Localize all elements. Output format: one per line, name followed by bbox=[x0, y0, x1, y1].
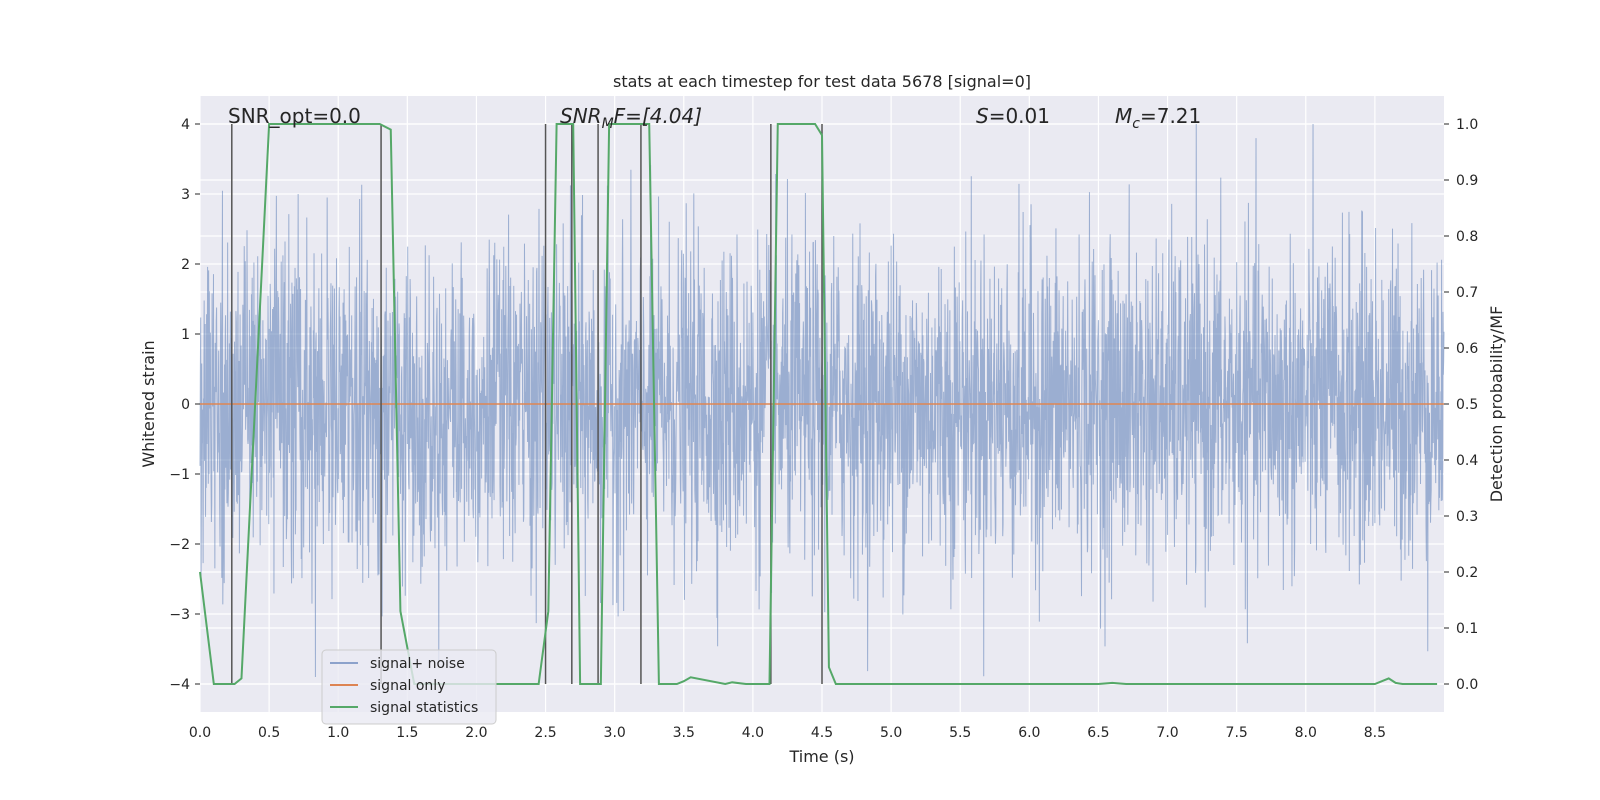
x-tick-label: 4.0 bbox=[742, 725, 764, 741]
y-tick-label: 0 bbox=[181, 397, 190, 413]
y-right-tick-label: 0.7 bbox=[1456, 285, 1478, 301]
y-tick-label: −2 bbox=[169, 537, 190, 553]
y-right-tick-labels: 0.0 0.1 0.2 0.3 0.4 0.5 0.6 0.7 0.8 0.9 1.0 bbox=[1444, 117, 1478, 693]
y-axis-label: Whitened strain bbox=[139, 340, 158, 467]
y-tick-label: 3 bbox=[181, 187, 190, 203]
y-tick-label: −4 bbox=[169, 677, 190, 693]
y-tick-label: 2 bbox=[181, 257, 190, 273]
annotation-snr-mf-main: SNR bbox=[560, 104, 602, 128]
annotation-mc: Mc=7.21 bbox=[1115, 104, 1201, 132]
y-tick-label: 4 bbox=[181, 117, 190, 133]
x-tick-labels: 0.0 0.5 1.0 1.5 2.0 2.5 3.0 3.5 4.0 4.5 5.0 5.5 6.0 6… bbox=[189, 725, 1386, 741]
y-right-tick-label: 0.4 bbox=[1456, 453, 1478, 469]
x-tick-label: 5.5 bbox=[949, 725, 971, 741]
y-right-tick-label: 0.9 bbox=[1456, 173, 1478, 189]
x-tick-label: 6.5 bbox=[1087, 725, 1109, 741]
vertical-markers bbox=[231, 124, 823, 684]
y-right-tick-label: 0.0 bbox=[1456, 677, 1478, 693]
x-tick-label: 8.0 bbox=[1295, 725, 1317, 741]
x-tick-label: 0.0 bbox=[189, 725, 211, 741]
x-tick-label: 4.5 bbox=[811, 725, 833, 741]
signal-statistics-line bbox=[199, 123, 1438, 686]
annotation-snr-mf-rest: F=[4.04] bbox=[614, 104, 702, 128]
y-right-tick-label: 0.3 bbox=[1456, 509, 1478, 525]
legend-label-signal-noise: signal+ noise bbox=[370, 656, 465, 672]
y-right-tick-label: 0.2 bbox=[1456, 565, 1478, 581]
annotation-snr-opt: SNR_opt=0.0 bbox=[228, 104, 361, 128]
y-right-tick-label: 1.0 bbox=[1456, 117, 1478, 133]
legend: signal+ noise signal only signal statist… bbox=[321, 649, 497, 725]
x-tick-label: 6.0 bbox=[1018, 725, 1040, 741]
x-tick-label: 7.5 bbox=[1226, 725, 1248, 741]
annotation-mc-value: =7.21 bbox=[1140, 104, 1201, 128]
x-tick-label: 2.0 bbox=[465, 725, 487, 741]
x-tick-label: 3.0 bbox=[604, 725, 626, 741]
chart-title: stats at each timestep for test data 567… bbox=[613, 72, 1031, 91]
y-tick-label: −3 bbox=[169, 607, 190, 623]
x-tick-label: 7.0 bbox=[1156, 725, 1178, 741]
x-tick-label: 3.5 bbox=[673, 725, 695, 741]
legend-label-signal-statistics: signal statistics bbox=[370, 700, 478, 716]
annotation-mc-main: M bbox=[1115, 104, 1132, 128]
y-right-tick-label: 0.5 bbox=[1456, 397, 1478, 413]
y-right-tick-label: 0.1 bbox=[1456, 621, 1478, 637]
y-right-tick-label: 0.8 bbox=[1456, 229, 1478, 245]
x-tick-label: 8.5 bbox=[1364, 725, 1386, 741]
annotation-s-symbol: S bbox=[976, 104, 989, 128]
annotation-s: S=0.01 bbox=[976, 104, 1050, 128]
x-axis-label: Time (s) bbox=[788, 747, 854, 766]
y-tick-label: −1 bbox=[169, 467, 190, 483]
y-right-tick-label: 0.6 bbox=[1456, 341, 1478, 357]
annotation-snr-mf: SNRMF=[4.04] bbox=[560, 104, 702, 132]
legend-label-signal-only: signal only bbox=[370, 678, 445, 694]
annotation-mc-sub: c bbox=[1132, 116, 1140, 132]
annotation-s-value: =0.01 bbox=[989, 104, 1050, 128]
x-tick-label: 5.0 bbox=[880, 725, 902, 741]
x-tick-label: 1.0 bbox=[327, 725, 349, 741]
y-tick-labels: −4 −3 −2 −1 0 1 2 3 4 bbox=[169, 117, 200, 693]
signal-statistics-series bbox=[199, 123, 1438, 686]
x-tick-label: 0.5 bbox=[258, 725, 280, 741]
legend-box bbox=[321, 649, 497, 725]
x-tick-label: 2.5 bbox=[534, 725, 556, 741]
x-tick-label: 1.5 bbox=[396, 725, 418, 741]
y-tick-label: 1 bbox=[181, 327, 190, 343]
annotation-snr-mf-sub: M bbox=[602, 116, 614, 132]
y-right-axis-label: Detection probability/MF bbox=[1487, 306, 1506, 503]
